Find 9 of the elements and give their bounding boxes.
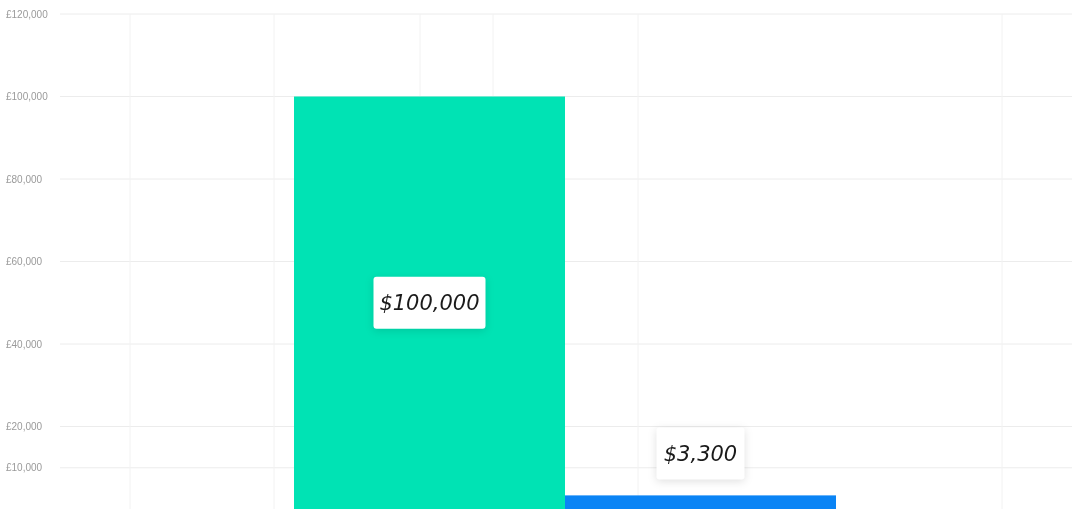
y-tick-label: £80,000 <box>6 173 43 185</box>
data-label: $100,000 <box>379 291 480 316</box>
y-tick-label: £20,000 <box>6 421 43 432</box>
y-tick-label: £60,000 <box>6 256 43 267</box>
y-tick-label: £40,000 <box>6 338 43 350</box>
y-tick-label: £100,000 <box>6 91 49 102</box>
y-tick-label: £120,000 <box>6 8 49 20</box>
data-label: $3,300 <box>663 441 738 466</box>
y-tick-label: £10,000 <box>6 462 43 474</box>
